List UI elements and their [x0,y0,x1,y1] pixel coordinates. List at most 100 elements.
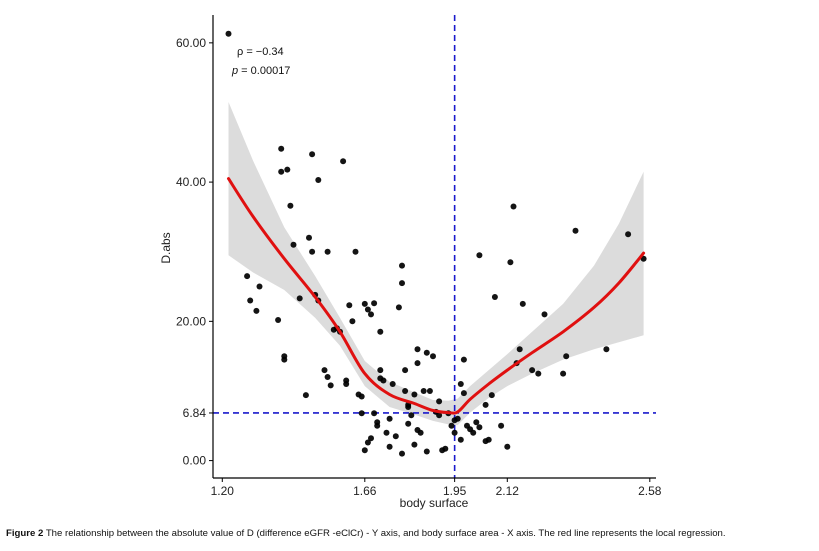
p-value: = 0.00017 [238,65,290,77]
data-point [411,441,418,448]
data-point [349,318,356,325]
data-point [340,158,347,165]
confidence-band-layer [228,102,644,426]
data-point [358,393,365,400]
data-point [457,381,464,387]
x-tick-label: 2.58 [638,484,662,498]
data-point [315,177,322,183]
data-point [448,422,455,429]
data-point [281,356,288,363]
data-point [625,231,632,238]
data-point [423,349,430,356]
data-point [324,248,331,255]
data-point [485,436,492,443]
data-point [507,259,514,266]
figure-caption: Figure 2 The relationship between the ab… [6,528,818,539]
data-point [247,297,254,304]
x-tick-label: 1.95 [443,484,467,498]
data-point [256,283,263,290]
data-point [563,353,570,360]
data-point [361,447,368,454]
data-points-layer [225,30,647,457]
tick-labels-layer: 1.20 1.66 1.95 2.12 2.58 0.00 6.84 20.00 40.00 60… [176,36,662,498]
data-point [368,435,374,442]
data-point [364,439,371,446]
data-point [498,422,505,429]
data-point [278,145,285,152]
data-point [287,202,294,209]
data-point [377,367,384,374]
y-tick-label: 0.00 [183,454,207,468]
data-point [296,295,303,302]
data-point [244,273,251,280]
rho-annotation: ρ = −0.34 [237,46,284,58]
data-point [420,388,427,394]
data-point [430,353,436,360]
data-point [302,392,309,399]
data-point [426,388,433,394]
data-point [541,311,548,318]
data-point [603,346,610,353]
data-point [451,429,458,436]
data-point [395,304,402,311]
data-point [253,307,260,314]
data-point [510,203,517,210]
data-point [529,367,536,374]
data-point [454,415,461,422]
data-point [405,420,412,427]
axes-layer [212,15,656,479]
data-point [399,450,405,457]
x-tick-label: 1.20 [211,484,235,498]
p-label: p [231,65,238,77]
figure-caption-text: The relationship between the absolute va… [43,528,726,539]
data-point [392,433,399,440]
data-point [399,262,405,269]
data-point [460,356,467,363]
data-point [306,234,312,241]
data-point [516,346,523,353]
data-point [383,429,390,436]
data-point [371,410,378,417]
data-point [275,317,282,323]
data-point [519,300,526,307]
data-point [442,445,449,452]
y-tick-label: 6.84 [183,406,207,420]
data-point [352,248,359,255]
data-point [284,166,291,173]
y-tick-label: 20.00 [176,314,206,328]
data-point [414,346,421,353]
data-point [417,429,424,436]
data-point [380,377,387,384]
y-tick-label: 40.00 [176,175,206,189]
data-point [290,241,297,248]
data-point [324,374,331,380]
p-value-annotation: p = 0.00017 [231,65,290,77]
x-axis-title: body surface [400,496,469,510]
data-point [377,328,384,335]
data-point [361,300,368,307]
data-point [343,377,350,384]
data-point [399,280,405,287]
data-point [364,306,371,313]
data-point [423,448,430,455]
data-point [460,390,467,397]
data-point [408,412,415,419]
data-point [482,401,489,408]
data-point [414,360,421,367]
data-point [225,30,232,37]
data-point [368,311,374,318]
regression-line-layer [227,177,646,415]
data-point [371,300,378,307]
data-point [491,294,498,300]
data-point [473,419,480,426]
confidence-band [228,102,644,426]
data-point [572,227,579,234]
data-point [488,392,495,399]
data-point [470,429,477,436]
scatter-chart: 1.20 1.66 1.95 2.12 2.58 0.00 6.84 20.00 40.00 60… [159,15,662,510]
data-point [504,443,511,450]
data-point [346,302,353,309]
data-point [358,410,365,417]
x-tick-label: 1.66 [353,484,377,498]
y-tick-label: 60.00 [176,36,206,50]
